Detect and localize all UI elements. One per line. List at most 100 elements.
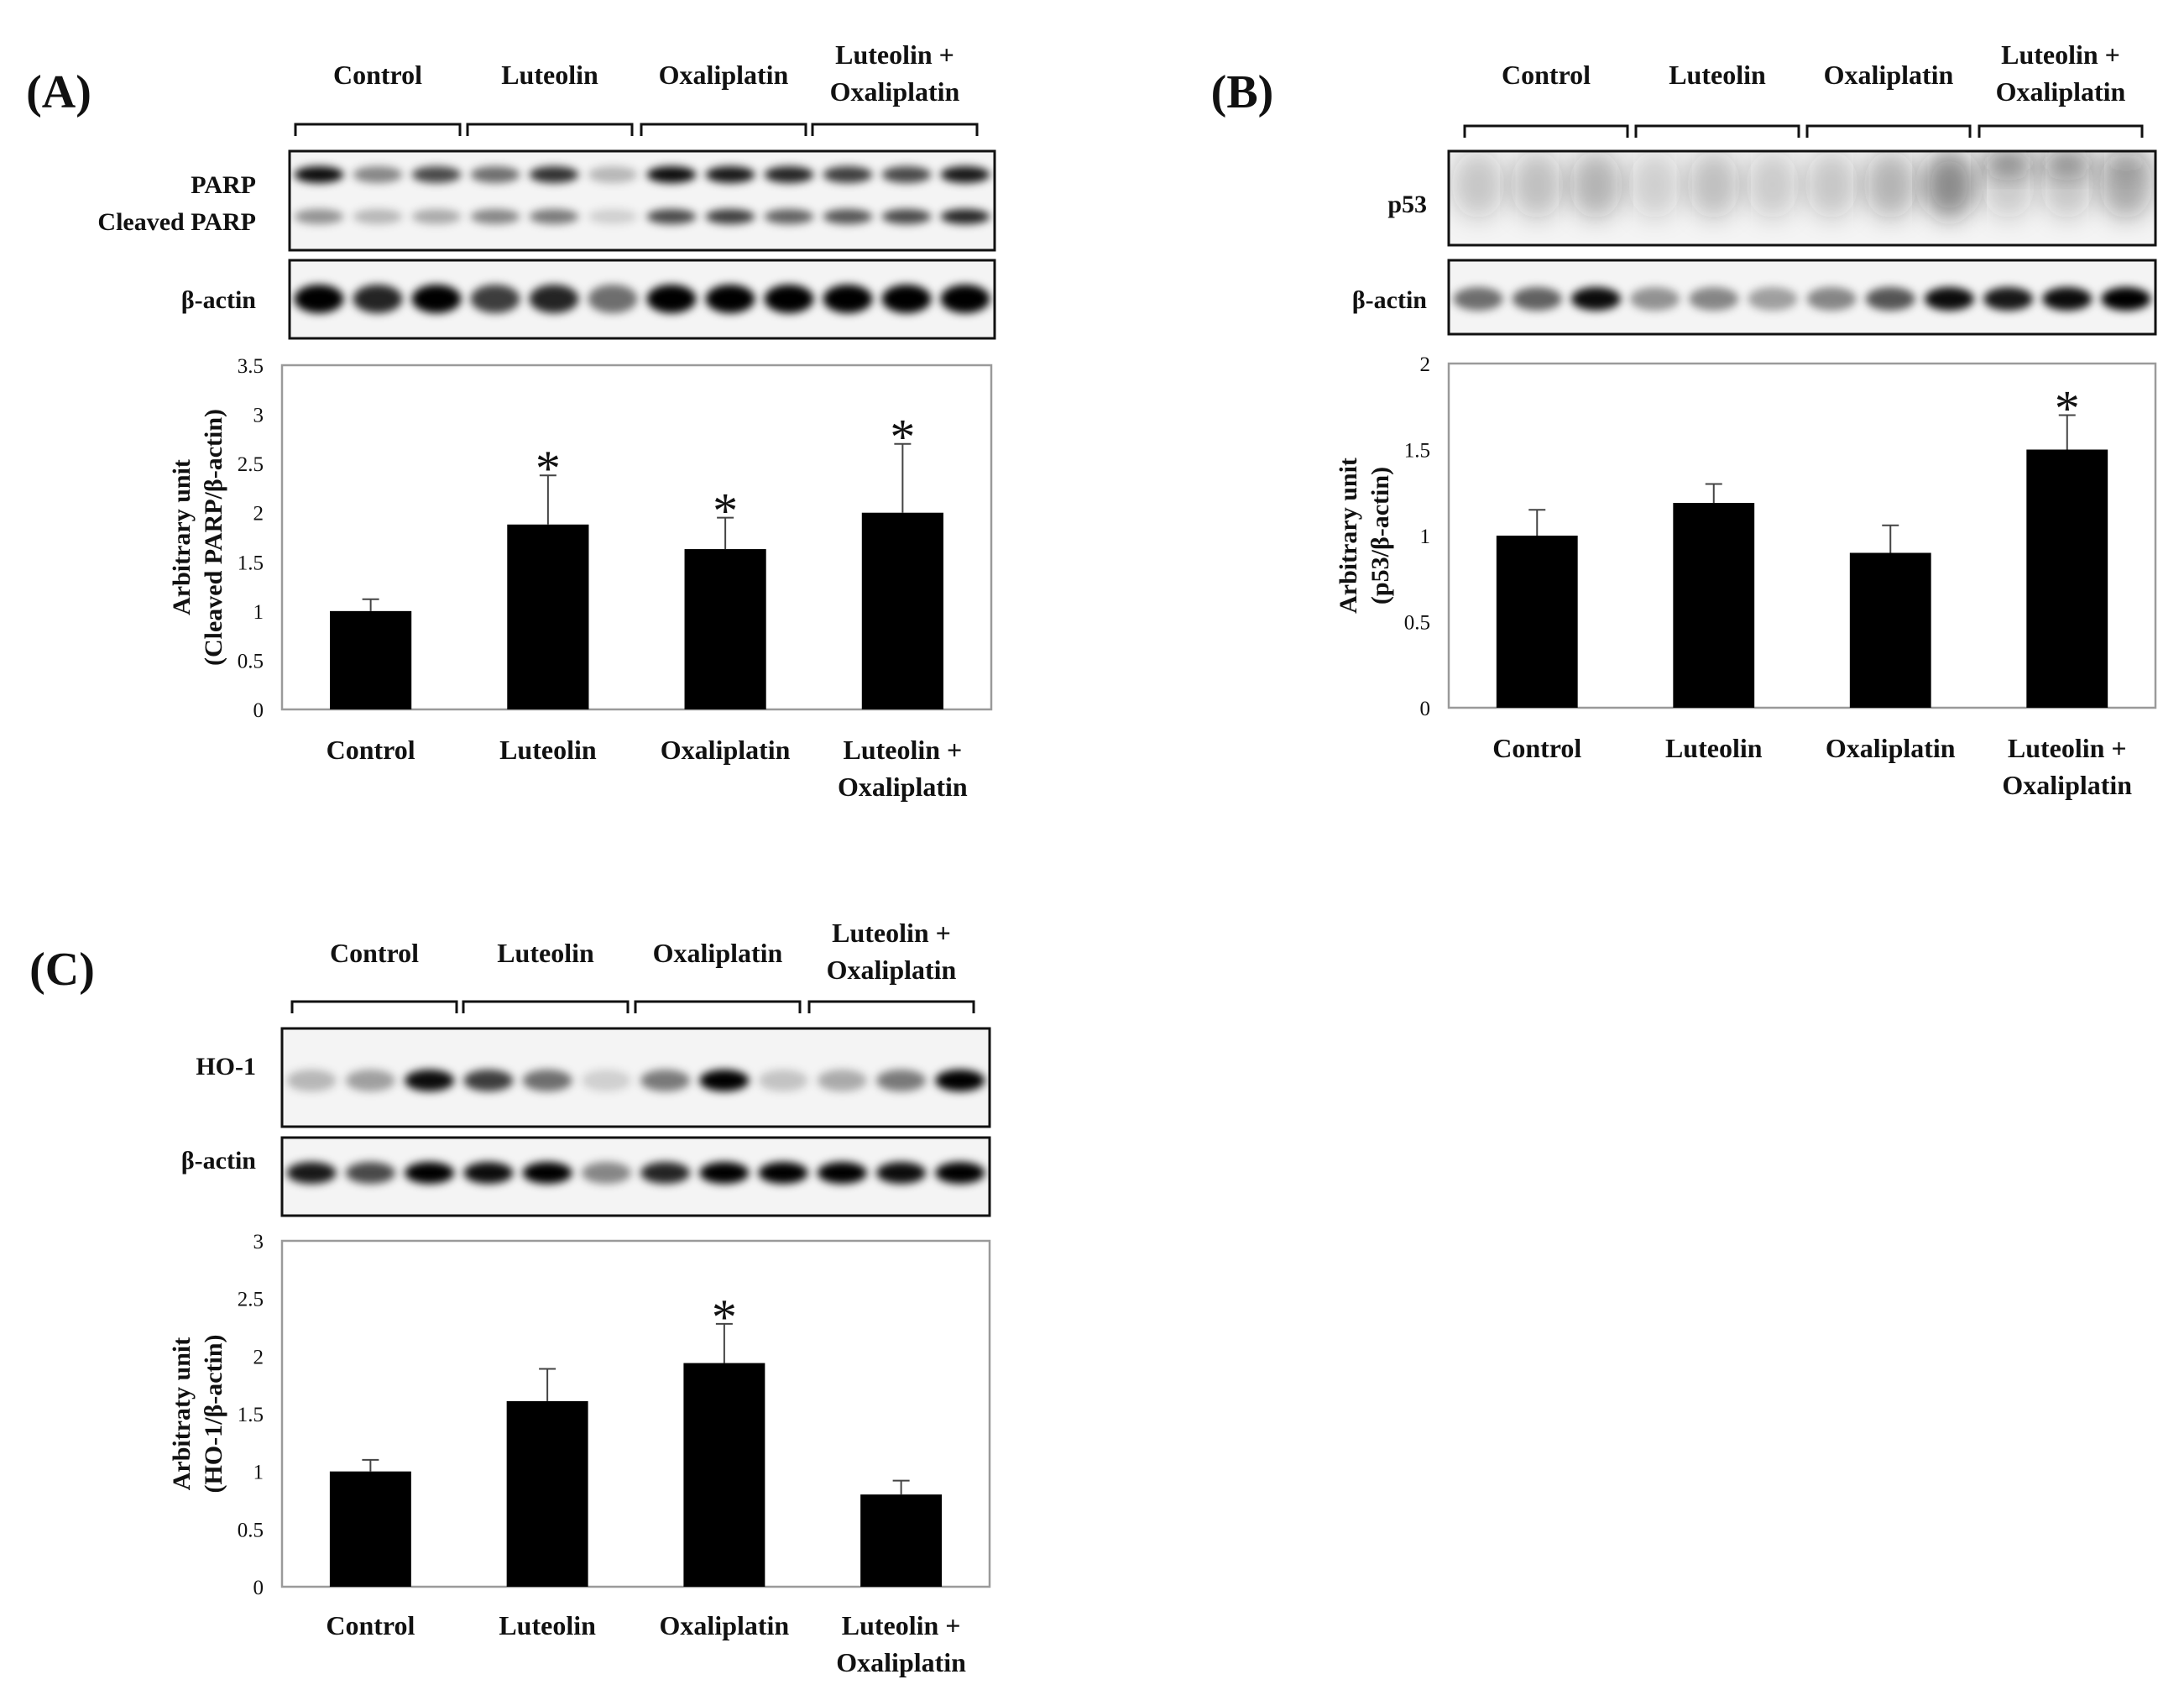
blot-band xyxy=(1748,287,1798,311)
blot-band xyxy=(294,209,344,224)
blot-band xyxy=(817,1070,867,1091)
x-category-label: Luteolin xyxy=(1665,733,1763,763)
blot-band xyxy=(705,166,755,183)
blot-band xyxy=(823,285,873,313)
blot-ho1 xyxy=(280,1027,991,1128)
blot-band xyxy=(345,1162,395,1184)
blot-band xyxy=(1863,151,1917,218)
bar xyxy=(860,1494,943,1587)
blot-band xyxy=(470,285,520,313)
blot-band xyxy=(705,209,755,224)
y-tick-label: 2.5 xyxy=(238,453,264,476)
blot-bands xyxy=(1451,151,2153,218)
blot-band xyxy=(588,166,638,183)
bar xyxy=(861,512,943,709)
blot-band xyxy=(881,166,932,183)
y-tick-label: 2 xyxy=(253,1346,264,1368)
blot-band xyxy=(1689,287,1739,311)
x-category-label: Luteolin + xyxy=(2008,733,2127,763)
blot-frame xyxy=(1447,149,2157,247)
chart-a: 0 0.5 1 1.5 2 2.5 3 3.5 Control * Luteolin * Oxalipl… xyxy=(168,355,993,802)
x-category-label: Luteolin xyxy=(499,735,597,765)
y-axis-label-line: (Cleaved PARP/β-actin) xyxy=(200,409,227,666)
blot-band xyxy=(588,209,638,224)
blot-band xyxy=(405,1070,455,1091)
blot-band xyxy=(940,285,990,313)
x-category-label: Oxaliplatin xyxy=(660,1610,790,1640)
lane-group-bracket xyxy=(1463,124,1629,138)
lane-group-label: Oxaliplatin xyxy=(1824,60,1954,90)
blot-band xyxy=(286,1070,337,1091)
blot-band xyxy=(876,1070,927,1091)
blot-band xyxy=(1453,287,1503,311)
blot-band xyxy=(758,1162,808,1184)
lane-group-label: Control xyxy=(1502,60,1591,90)
blot-band xyxy=(940,209,990,224)
blot-band xyxy=(1687,151,1741,218)
blot-label: Cleaved PARP xyxy=(97,208,256,236)
y-tick-label: 1.5 xyxy=(1404,440,1430,463)
blot-label: β-actin xyxy=(1352,286,1427,314)
blot-p53 xyxy=(1447,149,2157,247)
blot-band xyxy=(470,166,520,183)
lane-group-bracket xyxy=(1978,124,2144,138)
y-tick-label: 3.5 xyxy=(238,355,264,378)
panel-label: (A) xyxy=(26,66,91,118)
blot-band xyxy=(1510,151,1564,218)
blot-band xyxy=(699,1162,750,1184)
panel-b: (B) Control Luteolin Oxaliplatin Luteolin + O… xyxy=(1211,39,2157,336)
blot-band xyxy=(1451,151,1505,218)
blot-band xyxy=(817,1162,867,1184)
blot-band xyxy=(405,1162,455,1184)
blot-band xyxy=(294,166,344,183)
lane-group-bracket xyxy=(294,123,462,136)
blot-band xyxy=(286,1162,337,1184)
lane-group-label: Oxaliplatin xyxy=(830,76,960,107)
significance-marker: * xyxy=(536,441,561,496)
blot-bands xyxy=(294,166,990,224)
blot-band xyxy=(1922,151,1976,218)
blot-band xyxy=(705,285,755,313)
lane-group-label: Oxaliplatin xyxy=(653,938,783,968)
y-tick-label: 0 xyxy=(253,699,264,722)
blot-frame xyxy=(280,1136,991,1217)
blot-band xyxy=(935,1162,985,1184)
lane-group-label: Oxaliplatin xyxy=(1996,76,2126,107)
significance-marker: * xyxy=(890,410,915,465)
bar xyxy=(506,1400,588,1587)
lane-group-bracket xyxy=(634,1000,802,1013)
y-tick-label: 3 xyxy=(253,405,264,427)
blot-band xyxy=(823,166,873,183)
significance-marker: * xyxy=(712,1290,737,1345)
blot-band xyxy=(463,1070,514,1091)
lane-group-bracket xyxy=(811,123,979,136)
blot-band xyxy=(588,285,638,313)
blot-band xyxy=(646,285,697,313)
y-tick-label: 1 xyxy=(1420,526,1431,548)
panel-a: (A) Control Luteolin Oxaliplatin Luteolin + O… xyxy=(26,39,996,340)
significance-marker: * xyxy=(2055,381,2080,437)
blot-band xyxy=(353,166,403,183)
x-category-label: Control xyxy=(327,735,415,765)
blot-band xyxy=(581,1162,631,1184)
blot-band xyxy=(1924,287,1974,311)
bar xyxy=(1496,536,1578,708)
bar xyxy=(1673,503,1755,708)
y-tick-label: 0.5 xyxy=(1404,612,1430,635)
blot-band xyxy=(411,285,462,313)
y-tick-label: 3 xyxy=(253,1231,264,1253)
lane-group-label: Control xyxy=(333,60,422,90)
x-category-label: Oxaliplatin xyxy=(661,735,791,765)
blot-band xyxy=(823,209,873,224)
blot-band xyxy=(1570,287,1621,311)
panel-label: (B) xyxy=(1211,66,1274,118)
bar xyxy=(329,1471,411,1587)
y-axis-label: Arbitraty unit (HO-1/β-actin) xyxy=(168,1334,227,1493)
blot-label: β-actin xyxy=(181,286,256,314)
blot-band xyxy=(758,1070,808,1091)
y-tick-label: 1 xyxy=(253,1462,264,1484)
y-tick-label: 2 xyxy=(253,503,264,526)
y-tick-label: 1.5 xyxy=(238,1404,264,1426)
blot-band xyxy=(353,285,403,313)
